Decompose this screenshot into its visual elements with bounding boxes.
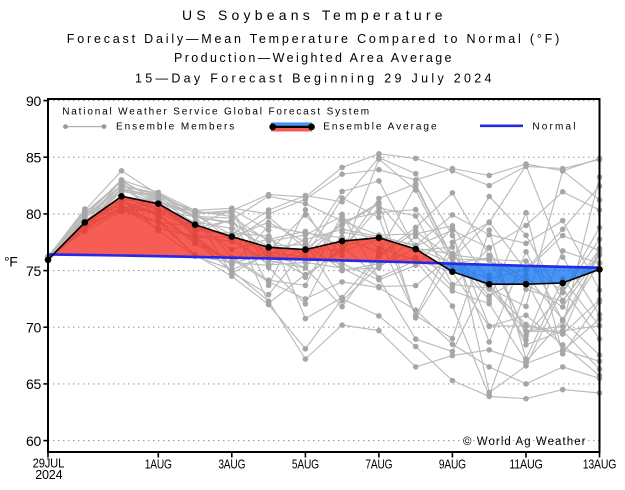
svg-text:2024: 2024 (35, 467, 62, 482)
svg-text:© World Ag Weather: © World Ag Weather (463, 436, 586, 448)
svg-text:7AUG: 7AUG (365, 456, 392, 471)
svg-text:5AUG: 5AUG (292, 456, 319, 471)
svg-text:60: 60 (26, 433, 41, 449)
svg-text:11AUG: 11AUG (509, 456, 543, 471)
svg-text:80: 80 (26, 206, 41, 222)
svg-text:Production—Weighted Area Avera: Production—Weighted Area Average (174, 51, 452, 65)
svg-text:1AUG: 1AUG (145, 456, 172, 471)
svg-text:Normal: Normal (532, 121, 576, 132)
svg-text:3AUG: 3AUG (218, 456, 245, 471)
svg-text:65: 65 (26, 376, 41, 392)
svg-text:29JUL: 29JUL (33, 456, 65, 471)
svg-text:°F: °F (4, 253, 18, 269)
svg-text:Ensemble Average: Ensemble Average (323, 122, 437, 133)
svg-text:Ensemble Members: Ensemble Members (116, 122, 235, 133)
svg-text:15—Day Forecast Beginning 29 J: 15—Day Forecast Beginning 29 July 2024 (135, 72, 492, 86)
svg-text:13AUG: 13AUG (583, 456, 617, 471)
svg-text:75: 75 (26, 263, 41, 279)
svg-text:85: 85 (26, 149, 41, 165)
svg-text:9AUG: 9AUG (439, 456, 466, 471)
svg-text:National Weather Service Globa: National Weather Service Global Forecast… (62, 107, 369, 118)
svg-text:70: 70 (26, 319, 41, 335)
svg-text:90: 90 (26, 93, 41, 109)
